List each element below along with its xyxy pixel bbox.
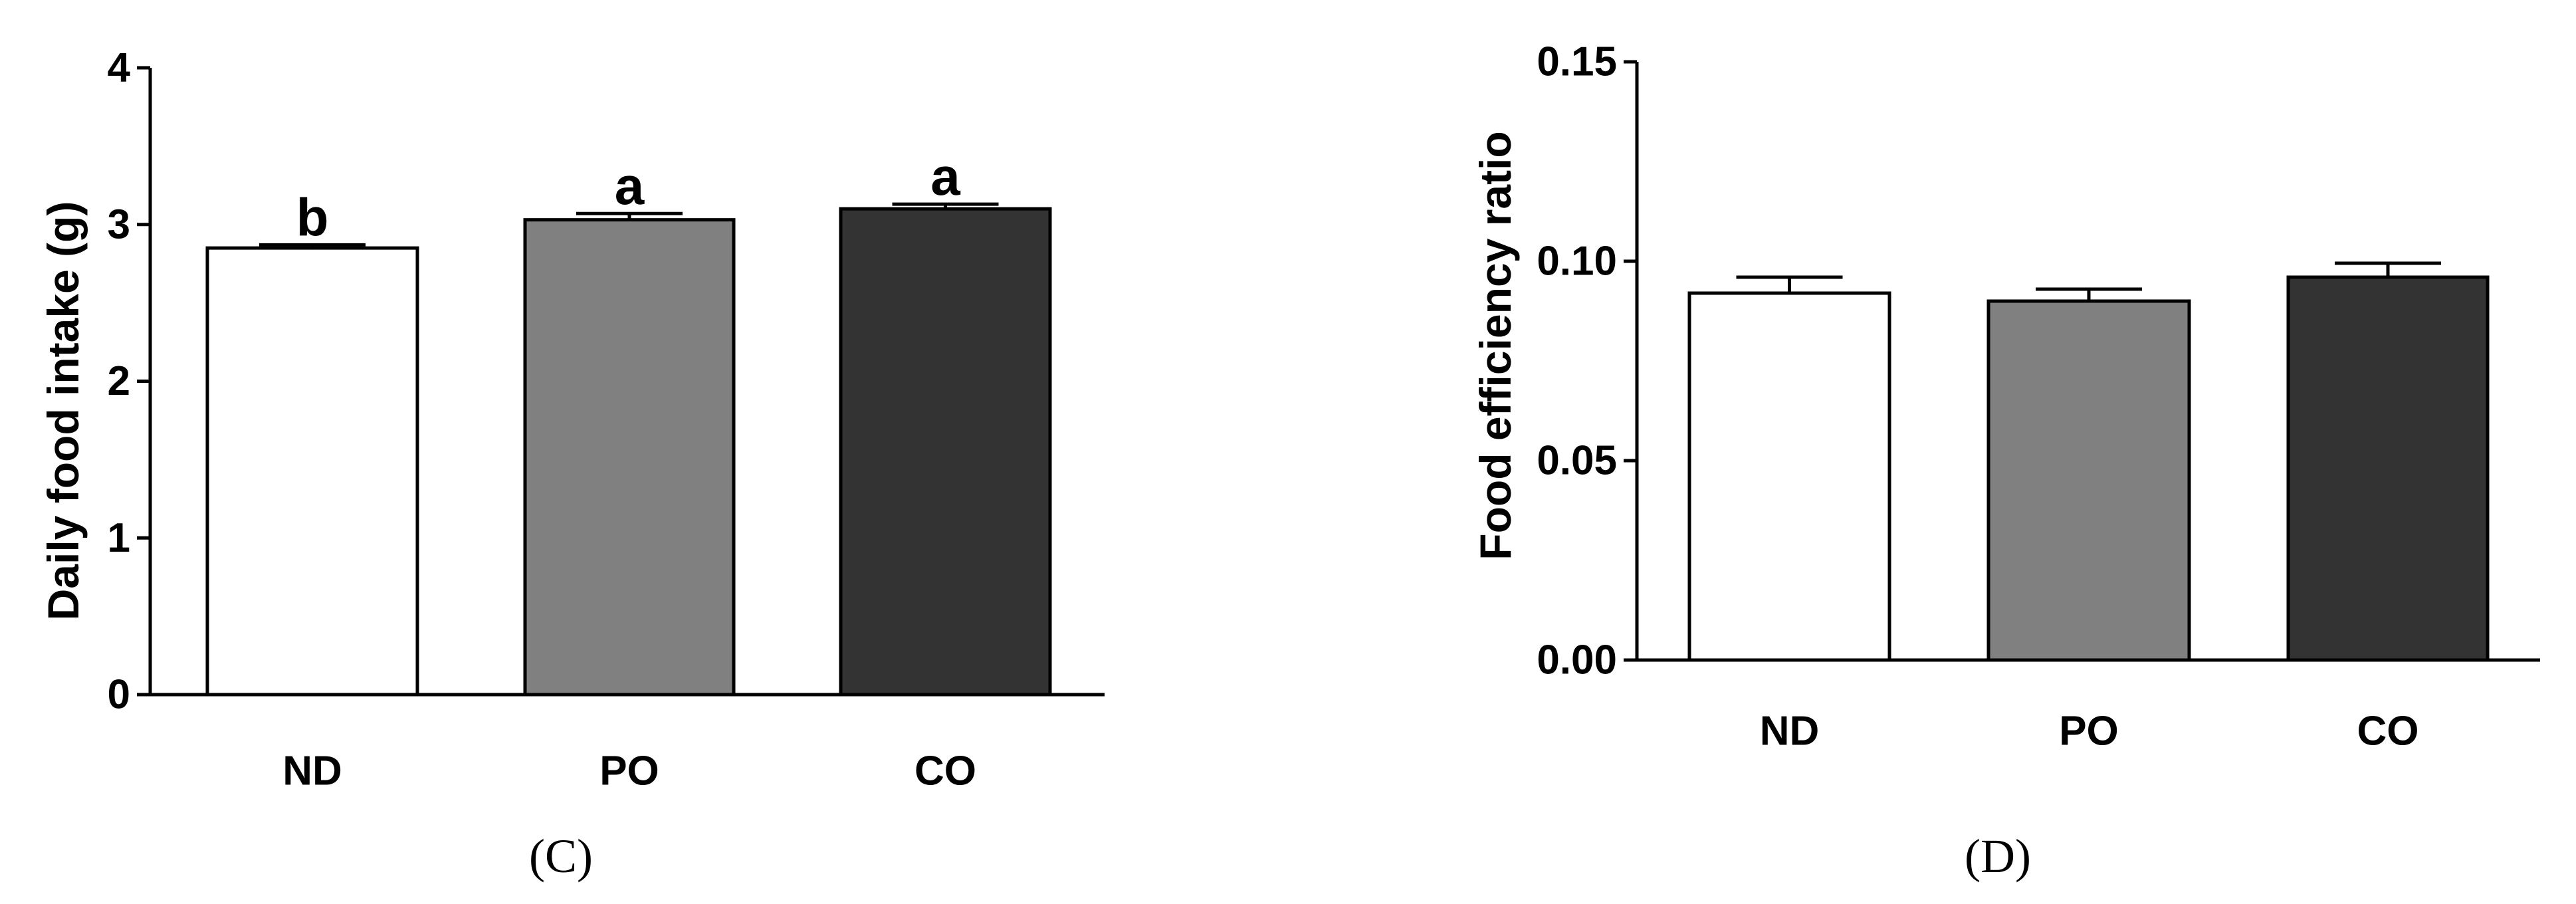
- d-x-tick-label: PO: [2059, 709, 2119, 754]
- c-x-tick-label: PO: [599, 748, 659, 794]
- c-significance-label: b: [296, 187, 329, 247]
- c-y-tick-label: 4: [108, 45, 131, 91]
- c-y-tick-label: 2: [108, 358, 130, 404]
- c-y-tick-label: 0: [108, 672, 130, 718]
- chart-d: 0.00 0.05 0.10 0.15 Food efficiency ratio ND P…: [1471, 39, 2540, 883]
- c-y-tick-label: 1: [108, 515, 130, 561]
- chart-c: 0 1 2 3 4 Daily food intake (g) b ND a PO a CO (C): [39, 45, 1105, 883]
- d-x-tick-label: CO: [2357, 709, 2419, 754]
- c-bar-po: [523, 218, 736, 697]
- c-significance-label: a: [615, 156, 645, 215]
- d-y-tick-label: 0.15: [1537, 39, 1617, 85]
- c-panel-label: (C): [529, 830, 593, 883]
- d-bar-co: [2286, 275, 2490, 662]
- d-y-axis-label: Food efficiency ratio: [1471, 131, 1520, 560]
- d-bar-po: [1986, 299, 2191, 662]
- d-x-tick-label: ND: [1760, 709, 1820, 754]
- d-y-tick-label: 0.05: [1537, 438, 1617, 484]
- c-bar-nd: [205, 246, 419, 697]
- c-x-tick-label: ND: [282, 748, 342, 794]
- c-y-axis-label: Daily food intake (g): [39, 201, 88, 621]
- d-y-tick-label: 0.00: [1537, 637, 1617, 683]
- c-bar-co: [839, 207, 1052, 697]
- c-x-tick-label: CO: [914, 748, 976, 794]
- d-bar-nd: [1687, 291, 1891, 662]
- d-y-tick-label: 0.10: [1537, 239, 1617, 284]
- c-significance-label: a: [930, 147, 960, 206]
- c-y-tick-label: 3: [108, 201, 130, 247]
- d-panel-label: (D): [1965, 830, 2031, 883]
